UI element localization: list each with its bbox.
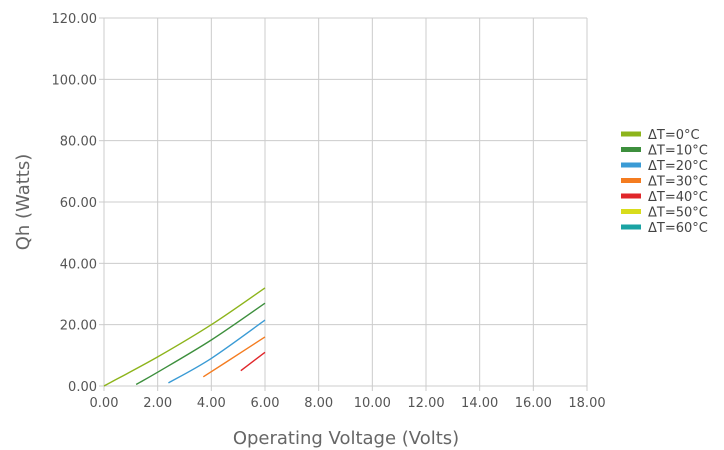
- legend: ΔT=0°CΔT=10°CΔT=20°CΔT=30°CΔT=40°CΔT=50°…: [621, 128, 708, 236]
- x-tick-label: 16.00: [515, 396, 552, 411]
- y-tick-labels: 0.00 20.00 40.00 60.00 80.00 100.00 120.00: [52, 12, 98, 395]
- series-line-2: [168, 319, 266, 384]
- x-axis-title: Operating Voltage (Volts): [233, 428, 459, 449]
- x-tick-label: 18.00: [568, 396, 605, 411]
- series-line-0: [103, 287, 266, 387]
- legend-item: ΔT=40°C: [621, 190, 708, 205]
- legend-label: ΔT=60°C: [648, 221, 708, 236]
- legend-item: ΔT=0°C: [621, 128, 700, 143]
- y-tick-label: 100.00: [52, 73, 98, 88]
- series-lines: [103, 287, 266, 387]
- legend-label: ΔT=50°C: [648, 206, 708, 221]
- series-line-4: [240, 351, 266, 372]
- legend-label: ΔT=20°C: [648, 159, 708, 174]
- legend-item: ΔT=20°C: [621, 159, 708, 174]
- grid: [103, 17, 588, 387]
- x-tick-label: 2.00: [143, 396, 172, 411]
- legend-swatch: [621, 209, 641, 214]
- x-tick-label: 12.00: [407, 396, 444, 411]
- legend-label: ΔT=0°C: [648, 128, 700, 143]
- x-tick-label: 0.00: [90, 396, 119, 411]
- y-tick-label: 40.00: [60, 257, 97, 272]
- x-tick-label: 14.00: [461, 396, 498, 411]
- y-tick-label: 20.00: [60, 319, 97, 334]
- legend-label: ΔT=40°C: [648, 190, 708, 205]
- legend-item: ΔT=30°C: [621, 175, 708, 190]
- legend-swatch: [621, 224, 641, 230]
- y-axis-title: Qh (Watts): [13, 154, 34, 251]
- legend-swatch: [621, 162, 641, 168]
- x-tick-label: 8.00: [304, 396, 333, 411]
- legend-label: ΔT=10°C: [648, 144, 708, 159]
- x-tick-label: 10.00: [354, 396, 391, 411]
- legend-swatch: [621, 147, 641, 152]
- y-tick-label: 60.00: [60, 196, 97, 211]
- x-tick-label: 6.00: [251, 396, 280, 411]
- x-tick-labels: 0.00 2.00 4.00 6.00 8.00 10.00 12.00 14.00 16.00…: [90, 396, 606, 411]
- legend-swatch: [621, 131, 641, 137]
- legend-label: ΔT=30°C: [648, 175, 708, 190]
- series-line-3: [202, 336, 266, 378]
- y-tick-label: 120.00: [52, 12, 98, 27]
- legend-swatch: [621, 193, 641, 199]
- axes: [99, 17, 588, 391]
- legend-item: ΔT=60°C: [621, 221, 708, 236]
- y-tick-label: 0.00: [68, 380, 97, 395]
- legend-item: ΔT=50°C: [621, 206, 708, 221]
- y-tick-label: 80.00: [60, 135, 97, 150]
- x-tick-label: 4.00: [197, 396, 226, 411]
- legend-swatch: [621, 178, 641, 183]
- series-line-1: [135, 302, 266, 386]
- legend-item: ΔT=10°C: [621, 144, 708, 159]
